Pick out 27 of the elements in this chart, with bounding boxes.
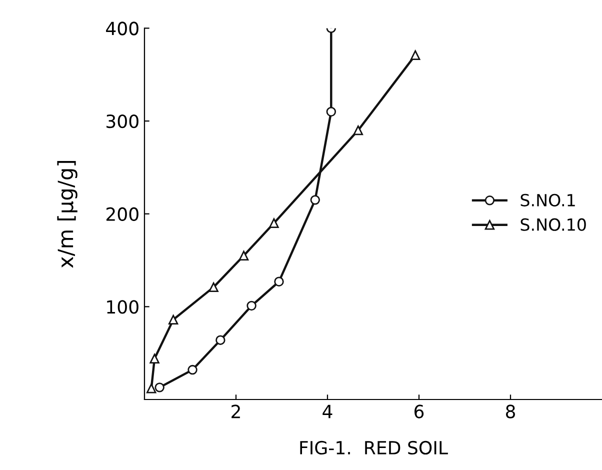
- legend-label: S.NO.1: [520, 194, 575, 206]
- point: [154, 382, 164, 392]
- x-tick-label: 4: [322, 404, 332, 418]
- y-axis-title: x/m [µg/g]: [57, 161, 78, 268]
- point: [410, 50, 420, 60]
- point: [146, 384, 156, 394]
- point: [208, 282, 218, 292]
- point: [238, 250, 249, 260]
- point: [188, 364, 198, 375]
- text: FIG-1. RED SOIL: [300, 440, 448, 455]
- point: [246, 300, 256, 311]
- y-tick-label: 400: [106, 22, 138, 36]
- y-tick-label: 300: [106, 114, 138, 128]
- point: [274, 276, 284, 286]
- x-tick-label: 8: [506, 404, 516, 418]
- x-tick-label: 6: [414, 404, 424, 418]
- point: [150, 354, 160, 364]
- x-tick-label: 2: [232, 404, 240, 418]
- legend-label: S.NO.10: [520, 218, 586, 231]
- point: [310, 195, 320, 205]
- point: [269, 218, 279, 228]
- point: [216, 335, 226, 345]
- y-tick-label: 200: [106, 207, 138, 221]
- point: [326, 106, 336, 117]
- point: [168, 314, 178, 325]
- point: [353, 125, 364, 136]
- y-tick-label: 100: [107, 300, 138, 314]
